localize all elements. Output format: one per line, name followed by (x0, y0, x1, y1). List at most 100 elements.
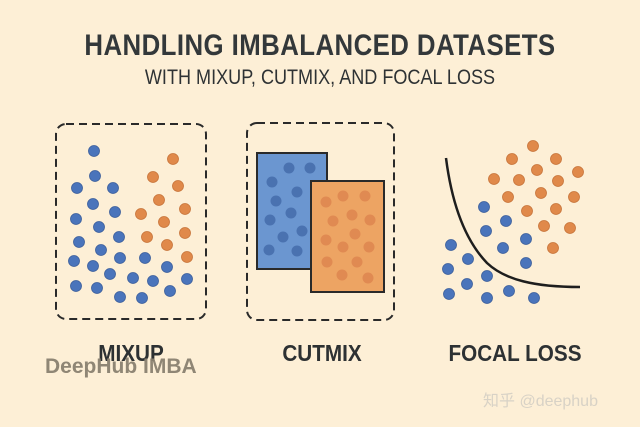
data-point (488, 173, 500, 185)
data-point (461, 278, 473, 290)
data-point (480, 225, 492, 237)
data-point (127, 272, 139, 284)
data-point (520, 257, 532, 269)
data-point (70, 280, 82, 292)
data-point (95, 244, 107, 256)
data-point (564, 222, 576, 234)
data-point (531, 164, 543, 176)
data-point (359, 190, 371, 202)
data-point (336, 269, 348, 281)
cutmix-frame (246, 122, 395, 321)
data-point (270, 195, 282, 207)
data-point (167, 153, 179, 165)
data-point (135, 208, 147, 220)
data-point (291, 245, 303, 257)
data-point (87, 260, 99, 272)
data-point (442, 263, 454, 275)
data-point (107, 182, 119, 194)
mixup-points (68, 145, 193, 304)
data-point (264, 214, 276, 226)
data-point (572, 166, 584, 178)
focal-loss-label: FOCAL LOSS (448, 340, 582, 366)
data-point (351, 256, 363, 268)
data-point (364, 214, 376, 226)
data-point (147, 275, 159, 287)
data-point (552, 175, 564, 187)
data-point (181, 273, 193, 285)
data-point (550, 153, 562, 165)
data-point (164, 285, 176, 297)
data-point (527, 140, 539, 152)
data-point (445, 239, 457, 251)
data-point (263, 244, 275, 256)
data-point (538, 220, 550, 232)
data-point (141, 231, 153, 243)
data-point (91, 282, 103, 294)
data-point (500, 215, 512, 227)
data-point (346, 209, 358, 221)
data-point (179, 227, 191, 239)
data-point (547, 242, 559, 254)
data-point (481, 292, 493, 304)
data-point (104, 268, 116, 280)
mixup-label: MIXUP (98, 340, 164, 366)
data-point (327, 215, 339, 227)
data-point (181, 251, 193, 263)
data-point (321, 256, 333, 268)
data-point (161, 261, 173, 273)
data-point (147, 171, 159, 183)
data-point (277, 231, 289, 243)
data-point (73, 236, 85, 248)
data-point (139, 252, 151, 264)
data-point (320, 234, 332, 246)
data-point (266, 176, 278, 188)
watermark-zhihu: 知乎 @deephub (483, 393, 598, 410)
data-point (337, 190, 349, 202)
data-point (521, 205, 533, 217)
data-point (285, 207, 297, 219)
data-point (136, 292, 148, 304)
cutmix-label: CUTMIX (282, 340, 362, 366)
data-point (528, 292, 540, 304)
data-point (87, 198, 99, 210)
data-point (513, 174, 525, 186)
data-point (161, 239, 173, 251)
data-point (88, 145, 100, 157)
page-subtitle: WITH MIXUP, CUTMIX, AND FOCAL LOSS (144, 66, 496, 89)
data-point (296, 225, 308, 237)
data-point (89, 170, 101, 182)
data-point (153, 194, 165, 206)
data-point (497, 242, 509, 254)
data-point (320, 196, 332, 208)
data-point (113, 231, 125, 243)
data-point (109, 206, 121, 218)
data-point (93, 221, 105, 233)
data-point (462, 253, 474, 265)
data-point (172, 180, 184, 192)
data-point (503, 285, 515, 297)
data-point (568, 191, 580, 203)
data-point (291, 186, 303, 198)
mixup-frame (55, 123, 207, 320)
data-point (550, 203, 562, 215)
data-point (304, 162, 316, 174)
orange-patch-points (320, 190, 376, 284)
data-point (535, 187, 547, 199)
data-point (520, 233, 532, 245)
data-point (478, 201, 490, 213)
data-point (363, 241, 375, 253)
watermark-deephub: DeepHub IMBA (45, 355, 197, 378)
blue-patch-points (263, 162, 316, 257)
data-point (502, 191, 514, 203)
data-point (114, 291, 126, 303)
data-point (71, 182, 83, 194)
data-point (283, 162, 295, 174)
data-point (481, 270, 493, 282)
data-point (158, 216, 170, 228)
page-title: HANDLING IMBALANCED DATASETS (84, 29, 556, 62)
data-point (506, 153, 518, 165)
data-point (179, 203, 191, 215)
data-point (114, 252, 126, 264)
data-point (349, 228, 361, 240)
